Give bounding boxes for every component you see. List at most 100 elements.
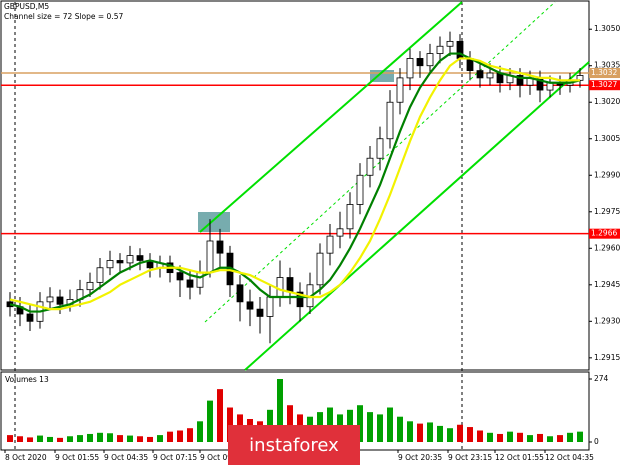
volume-bar bbox=[417, 423, 423, 442]
volume-bar bbox=[407, 421, 413, 442]
y-tick-label: 1.2960 bbox=[594, 243, 620, 252]
candle-body bbox=[176, 272, 184, 281]
candle-body bbox=[346, 204, 354, 230]
volume-bar bbox=[427, 422, 433, 442]
volume-bar bbox=[397, 416, 403, 442]
x-tick-label: 12 Oct 04:35 bbox=[545, 453, 594, 462]
volume-bar bbox=[67, 436, 73, 442]
volume-bar bbox=[137, 436, 143, 442]
y-tick-label: 1.2930 bbox=[594, 316, 620, 325]
volume-bar bbox=[517, 432, 523, 442]
channel-upper bbox=[199, 1, 463, 233]
candle-body bbox=[256, 308, 264, 317]
candle-body bbox=[296, 291, 304, 308]
volume-bar bbox=[557, 435, 563, 442]
volume-bar bbox=[477, 430, 483, 442]
volume-bar bbox=[47, 436, 53, 442]
candle-body bbox=[386, 101, 394, 140]
candle-body bbox=[276, 277, 284, 298]
candle-body bbox=[86, 281, 94, 291]
volume-bar bbox=[457, 424, 463, 442]
y-tick-label: 1.3035 bbox=[594, 61, 620, 70]
volume-bar bbox=[27, 437, 33, 442]
level-label-box bbox=[589, 68, 620, 79]
candle-body bbox=[476, 70, 484, 79]
volume-bar bbox=[87, 433, 93, 442]
volume-bar bbox=[507, 431, 513, 442]
x-tick-label: 8 Oct 2020 bbox=[5, 453, 47, 462]
y-tick-label: 1.3050 bbox=[594, 24, 620, 33]
volume-bar bbox=[197, 421, 203, 442]
candle-body bbox=[96, 267, 104, 283]
volume-bar bbox=[227, 407, 233, 442]
volume-bar bbox=[37, 435, 43, 442]
x-tick-label: 9 Oct 01:55 bbox=[55, 453, 99, 462]
y-tick-label: 1.2990 bbox=[594, 170, 620, 179]
volume-bar bbox=[97, 432, 103, 442]
volume-bar bbox=[217, 389, 223, 442]
volume-tick-label: 0 bbox=[594, 437, 599, 446]
volume-bar bbox=[547, 436, 553, 442]
candle-body bbox=[186, 279, 194, 288]
watermark-box bbox=[228, 425, 360, 465]
volume-bar bbox=[387, 407, 393, 442]
volume-bar bbox=[147, 436, 153, 442]
volume-bar bbox=[177, 430, 183, 442]
channel-middle bbox=[204, 1, 556, 323]
volume-bar bbox=[207, 400, 213, 442]
x-tick-label: 9 Oct 04:35 bbox=[104, 453, 148, 462]
volume-bar bbox=[157, 435, 163, 442]
moving-average bbox=[9, 52, 581, 313]
volume-bar bbox=[127, 435, 133, 442]
candle-body bbox=[456, 40, 464, 59]
volume-bar bbox=[57, 437, 63, 442]
level-label-box bbox=[589, 228, 620, 239]
candle-body bbox=[26, 313, 34, 322]
chart-title: GBPUSD,M5 bbox=[4, 2, 49, 11]
volume-bar bbox=[77, 435, 83, 442]
candle-body bbox=[56, 296, 64, 305]
volume-bar bbox=[447, 428, 453, 442]
candle-body bbox=[486, 72, 494, 79]
candle-body bbox=[126, 255, 134, 264]
volume-bar bbox=[287, 405, 293, 442]
candle-body bbox=[216, 240, 224, 254]
candle-body bbox=[366, 157, 374, 176]
candle-body bbox=[416, 58, 424, 67]
volume-bar bbox=[17, 436, 23, 442]
watermark: instaforex bbox=[249, 435, 339, 456]
volume-bar bbox=[497, 433, 503, 442]
volume-bar bbox=[437, 425, 443, 442]
moving-average bbox=[9, 57, 580, 311]
volume-bar bbox=[377, 414, 383, 442]
volume-bar bbox=[527, 435, 533, 442]
chart-subtitle: Channel size = 72 Slope = 0.57 bbox=[4, 12, 123, 21]
level-label-box bbox=[589, 80, 620, 91]
y-tick-label: 1.2975 bbox=[594, 207, 620, 216]
candle-body bbox=[376, 138, 384, 159]
level-label: 1.2966 bbox=[591, 229, 617, 238]
volume-title: Volumes 13 bbox=[5, 375, 49, 384]
volume-bar bbox=[7, 435, 13, 442]
level-label: 1.3032 bbox=[591, 68, 617, 77]
price-frame bbox=[0, 0, 590, 371]
candle-body bbox=[436, 45, 444, 54]
candle-body bbox=[406, 58, 414, 79]
y-tick-label: 1.2945 bbox=[594, 280, 620, 289]
x-tick-label: 9 Oct 09:55 bbox=[200, 453, 244, 462]
volume-bar bbox=[357, 405, 363, 442]
y-tick-label: 1.3005 bbox=[594, 134, 620, 143]
volume-bar bbox=[167, 431, 173, 442]
y-tick-label: 1.3020 bbox=[594, 97, 620, 106]
volume-bar bbox=[467, 427, 473, 442]
y-tick-label: 1.2915 bbox=[594, 353, 620, 362]
volume-bar bbox=[367, 412, 373, 442]
x-tick-label: 12 Oct 01:55 bbox=[495, 453, 544, 462]
candle-body bbox=[426, 53, 434, 67]
volume-bar bbox=[537, 433, 543, 442]
volume-bar bbox=[277, 379, 283, 442]
candle-body bbox=[336, 228, 344, 237]
candle-body bbox=[326, 235, 334, 254]
